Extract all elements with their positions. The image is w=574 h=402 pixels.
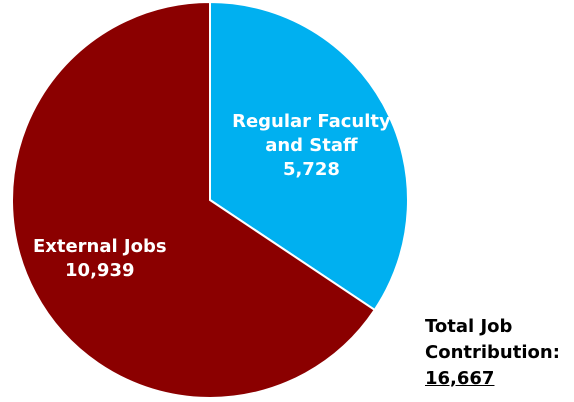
slice-value: 5,728: [282, 158, 340, 180]
pie-slice: [11, 0, 377, 399]
slice-value: 10,939: [65, 259, 135, 281]
total-label: Total Job Contribution:: [425, 316, 560, 363]
slice-label: Regular Faculty and Staff: [232, 110, 391, 156]
slice-label: External Jobs: [32, 235, 167, 257]
total-value: 16,667: [425, 368, 495, 389]
